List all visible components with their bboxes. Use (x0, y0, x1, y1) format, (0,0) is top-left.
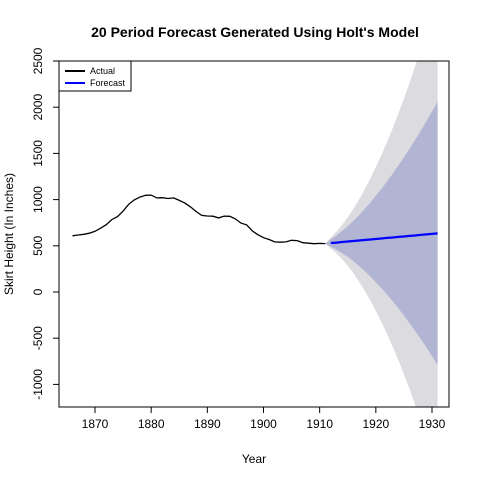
plot-frame (58, 60, 450, 408)
y-tick-label: 500 (31, 235, 45, 255)
plot-area (72, 61, 438, 407)
legend-label-forecast: Forecast (90, 78, 126, 88)
x-tick-label: 1890 (194, 417, 221, 431)
y-axis-label: Skirt Height (In Inches) (2, 173, 16, 295)
chart-title: 20 Period Forecast Generated Using Holt'… (91, 24, 419, 40)
legend-label-actual: Actual (90, 66, 115, 76)
y-tick-label: 0 (31, 288, 45, 295)
y-axis: -1000 -500 0 500 1000 1500 2000 2500 (31, 47, 59, 400)
y-tick-label: 1000 (31, 186, 45, 213)
y-tick-label: -500 (31, 326, 45, 350)
x-axis-label: Year (242, 452, 266, 466)
prediction-interval-80 (325, 101, 438, 366)
y-tick-label: 2500 (31, 47, 45, 74)
x-tick-label: 1910 (306, 417, 333, 431)
y-tick-label: 2000 (31, 94, 45, 121)
legend-box (58, 60, 132, 92)
series-line-actual (72, 194, 326, 245)
x-tick-label: 1880 (138, 417, 165, 431)
y-tick-label: 1500 (31, 140, 45, 167)
x-axis: 1870 1880 1890 1900 1910 1920 1930 (82, 407, 446, 431)
series-line-forecast (330, 232, 438, 245)
x-tick-label: 1920 (362, 417, 389, 431)
x-tick-label: 1930 (419, 417, 446, 431)
y-tick-label: -1000 (31, 369, 45, 400)
x-tick-label: 1900 (250, 417, 277, 431)
legend: Actual Forecast (58, 60, 132, 92)
x-tick-label: 1870 (82, 417, 109, 431)
